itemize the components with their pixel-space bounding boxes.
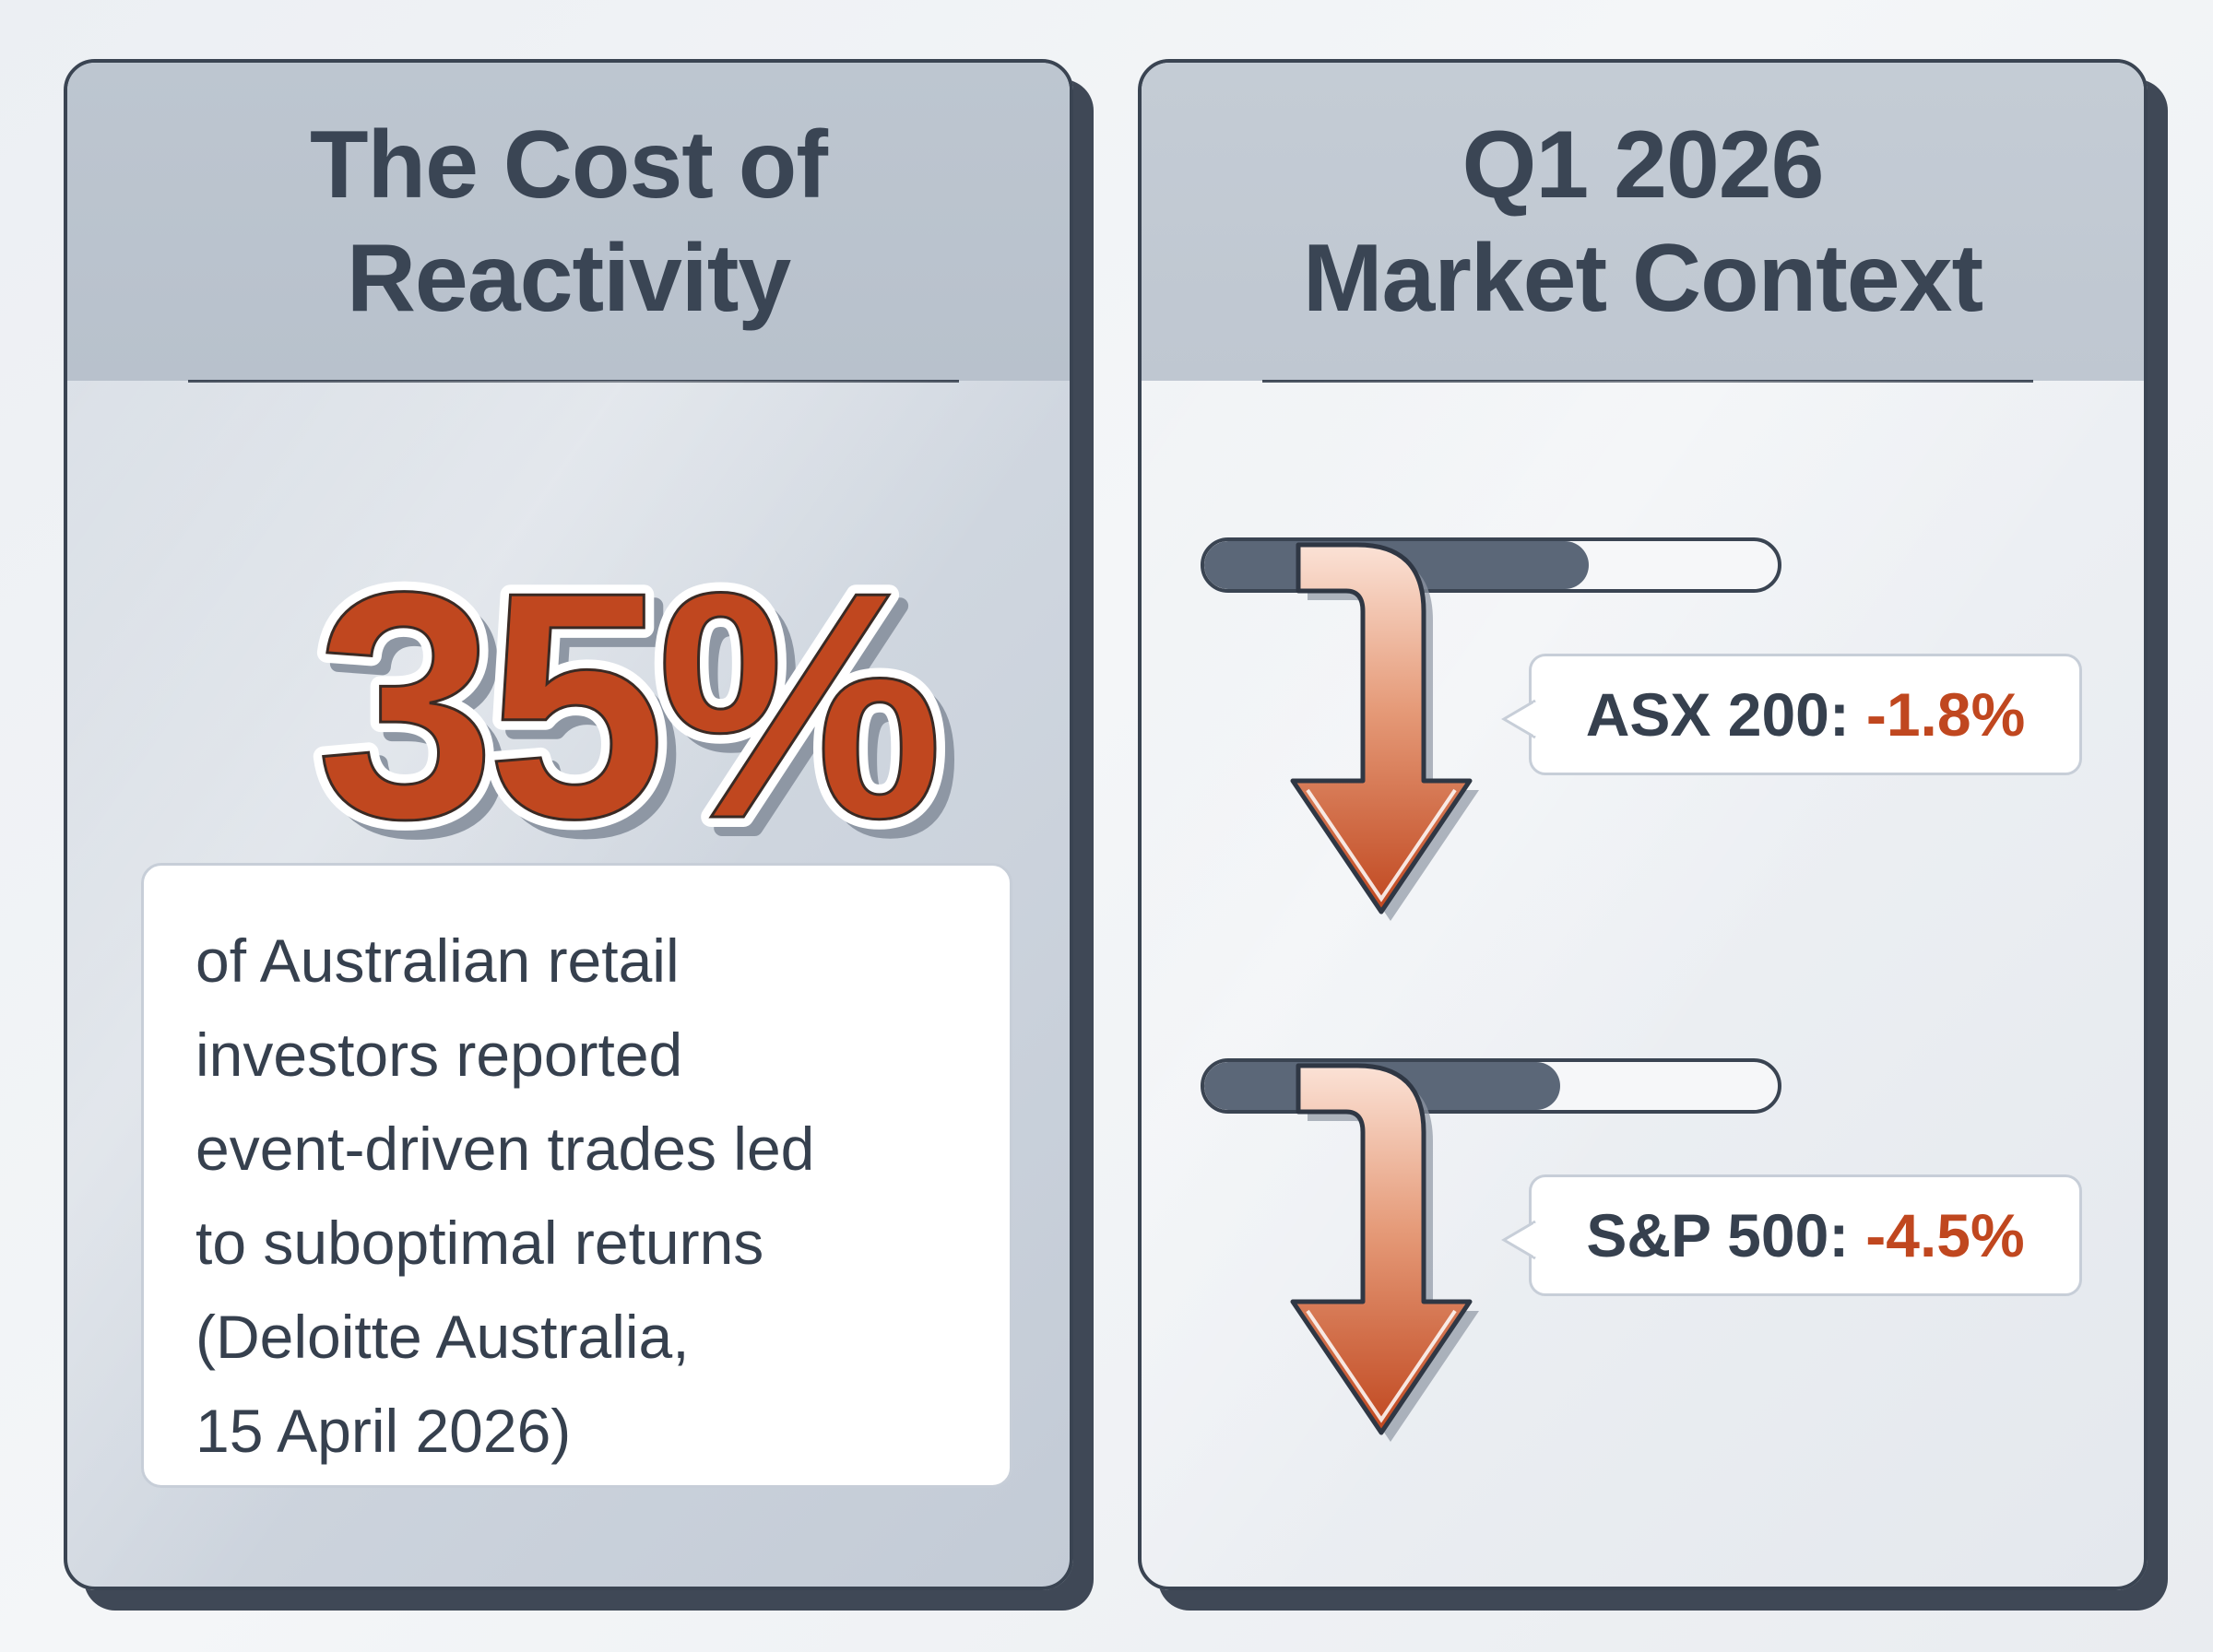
cost-of-reactivity-card: The Cost of Reactivity 35% 35% 35% of Au… xyxy=(64,59,1073,1590)
big-percentage-outline: 35% xyxy=(316,525,940,874)
big-percentage-shadow: 35% xyxy=(327,537,951,874)
market-row-asx: ASX 200: -1.8% xyxy=(1142,537,2144,980)
description-line: of Australian retail xyxy=(195,926,680,995)
asx-200-callout: ASX 200: -1.8% xyxy=(1501,654,2082,775)
big-percentage-graphic: 35% 35% 35% xyxy=(306,515,968,905)
big-percentage-value: 35% xyxy=(316,525,940,874)
header-divider xyxy=(188,380,959,383)
description-line: to suboptimal returns xyxy=(195,1209,764,1277)
index-change-value: -4.5% xyxy=(1865,1201,2025,1269)
title-line: Q1 2026 xyxy=(1462,111,1824,218)
description-box: of Australian retail investors reported … xyxy=(141,863,1012,1488)
description-line: 15 April 2026) xyxy=(195,1397,572,1465)
index-label: S&P 500: xyxy=(1586,1201,1850,1269)
card-header: Q1 2026 Market Context xyxy=(1142,63,2144,381)
title-line: The Cost of xyxy=(310,111,828,218)
down-arrow-icon xyxy=(1290,542,1479,921)
big-percentage-stat: 35% 35% 35% xyxy=(67,468,1070,905)
title-line: Reactivity xyxy=(346,224,791,332)
description-line: investors reported xyxy=(195,1021,683,1089)
description-line: (Deloitte Australia, xyxy=(195,1303,690,1371)
card-header: The Cost of Reactivity xyxy=(67,63,1070,381)
card-title: The Cost of Reactivity xyxy=(310,109,828,335)
header-divider xyxy=(1262,380,2033,383)
sp-500-callout: S&P 500: -4.5% xyxy=(1501,1174,2082,1296)
card-title: Q1 2026 Market Context xyxy=(1302,109,1983,335)
market-context-card: Q1 2026 Market Context xyxy=(1138,59,2148,1590)
down-arrow-icon xyxy=(1290,1063,1479,1442)
description-line: event-driven trades led xyxy=(195,1115,815,1183)
index-change-value: -1.8% xyxy=(1865,680,2026,749)
market-row-sp500: S&P 500: -4.5% xyxy=(1142,1058,2144,1501)
index-label: ASX 200: xyxy=(1585,680,1850,749)
title-line: Market Context xyxy=(1302,224,1983,332)
